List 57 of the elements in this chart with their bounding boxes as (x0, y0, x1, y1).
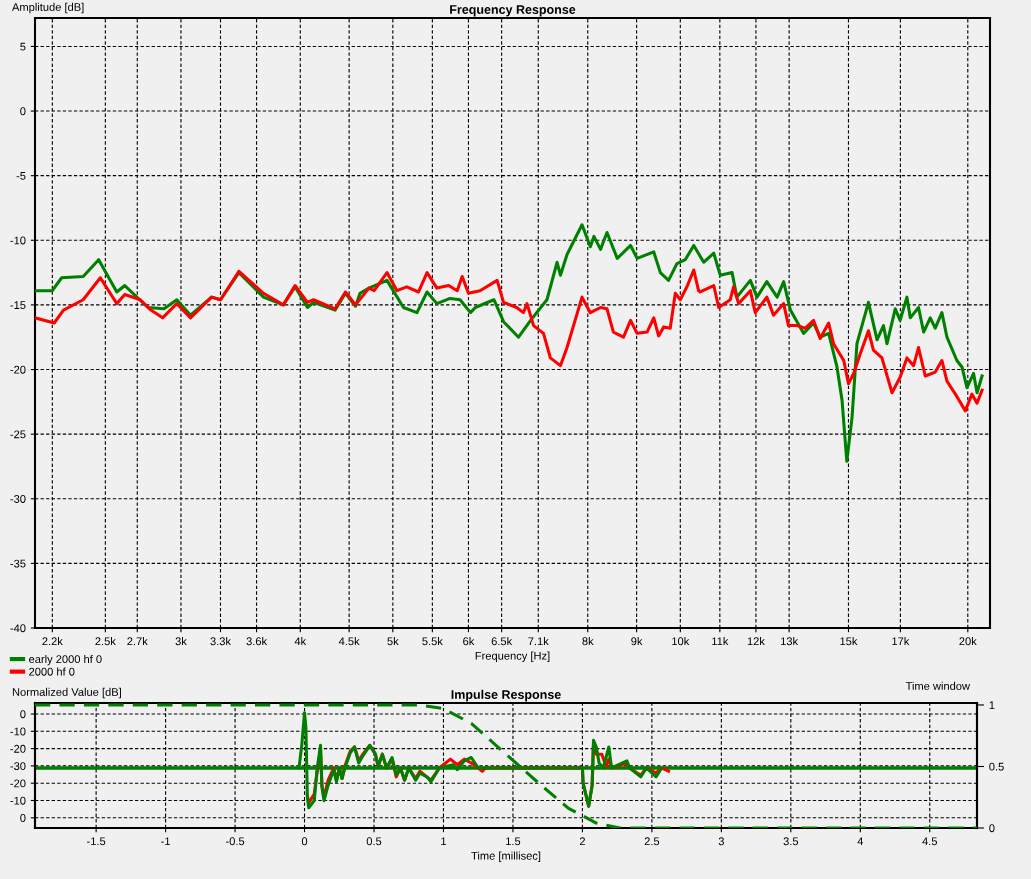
x-tick-label: 9k (631, 637, 643, 646)
x-tick-label: 4.5k (338, 637, 360, 646)
y-tick-label: -15 (10, 301, 26, 310)
y2-tick-label: 1 (989, 701, 995, 709)
x-tick-label: 6k (463, 637, 475, 646)
x-tick-label: 2.5 (644, 837, 660, 846)
x-tick-label: 4.5 (922, 837, 938, 846)
x-axis-title: Frequency [Hz] (475, 651, 550, 662)
x-tick-label: 13k (781, 637, 799, 646)
y-tick-label: -35 (10, 559, 26, 568)
x-tick-label: 1.5 (506, 837, 521, 846)
x-tick-label: 8k (582, 637, 594, 646)
x-tick-label: 0 (301, 837, 308, 846)
y2-tick-label: 0.5 (989, 762, 1004, 771)
x-tick-label: 5k (387, 637, 399, 646)
x-tick-label: 6.5k (491, 637, 513, 646)
x-axis-title: Time [millisec] (471, 851, 541, 862)
x-tick-label: 4k (294, 637, 307, 646)
x-tick-label: 3.5 (783, 837, 799, 846)
x-tick-label: -1 (161, 837, 170, 846)
chart-title: Impulse Response (451, 689, 561, 702)
x-tick-label: 0.5 (366, 837, 382, 846)
y-tick-label: -25 (10, 430, 26, 439)
x-tick-label: 12k (747, 637, 765, 646)
y2-tick-label: 0 (989, 824, 995, 833)
x-tick-label: 3.6k (246, 637, 268, 646)
y-axis-title: Normalized Value [dB] (12, 687, 121, 699)
x-tick-label: 10k (672, 637, 690, 646)
x-tick-label: 7.1k (528, 637, 549, 646)
legend-label: early 2000 hf 0 (29, 654, 102, 666)
y-tick-label: -40 (10, 624, 26, 633)
x-tick-label: 2.5k (95, 637, 116, 646)
y-tick-label: -5 (16, 172, 26, 180)
y-axis-title: Amplitude [dB] (12, 2, 84, 14)
x-tick-label: 11k (712, 637, 729, 646)
x-tick-label: 17k (892, 637, 910, 646)
legend-label: 2000 hf 0 (29, 667, 75, 676)
x-tick-label: 3.3k (210, 637, 232, 646)
x-tick-label: 2.7k (127, 637, 148, 646)
x-tick-label: 1 (441, 837, 447, 846)
y-tick-label: 0 (20, 107, 26, 116)
x-tick-label: 3k (175, 637, 187, 646)
y-tick-label: 5 (20, 42, 26, 51)
y2-axis-title: Time window (905, 681, 971, 690)
x-tick-label: 15k (840, 637, 858, 646)
y-tick-label: -10 (10, 236, 26, 245)
x-tick-label: 4 (857, 837, 864, 846)
x-tick-label: 2.2k (42, 637, 63, 646)
x-tick-label: 3 (718, 837, 724, 846)
chart-title: Frequency Response (450, 5, 576, 17)
y-tick-label: -20 (10, 365, 26, 374)
x-tick-label: 5.5k (422, 637, 443, 646)
x-tick-label: 2 (579, 837, 585, 846)
x-tick-label: 20k (959, 637, 977, 646)
x-tick-label: -0.5 (225, 837, 245, 846)
y-tick-label: -30 (10, 495, 26, 503)
x-tick-label: -1.5 (87, 837, 106, 846)
